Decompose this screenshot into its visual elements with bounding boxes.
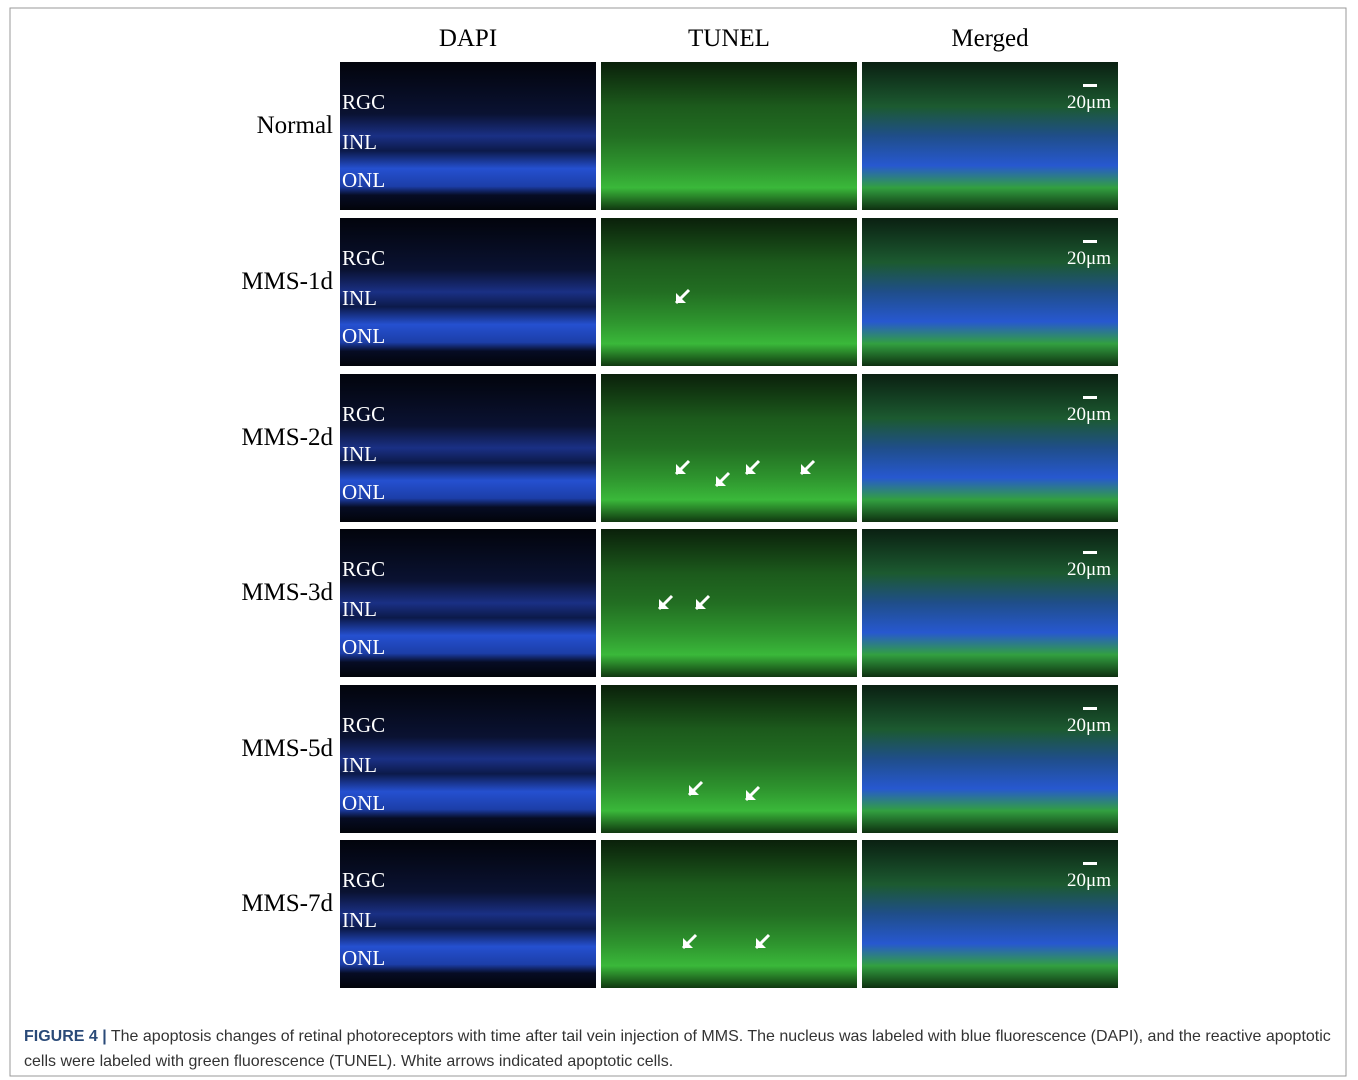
row-label: MMS-1d xyxy=(241,268,333,295)
scale-label: 20μm xyxy=(1067,92,1111,113)
layer-label: RGC xyxy=(342,713,385,737)
tunel-panel xyxy=(601,62,857,210)
scale-bar xyxy=(1083,396,1097,399)
merged-panel xyxy=(862,218,1118,366)
layer-label: RGC xyxy=(342,246,385,270)
scale-bar xyxy=(1083,84,1097,87)
row-label: MMS-2d xyxy=(241,424,333,451)
layer-label: ONL xyxy=(342,168,385,192)
page: DAPI TUNEL Merged Normal RGC INL ONL 20μm MMS-1d… xyxy=(0,0,1358,1080)
scale-label: 20μm xyxy=(1067,870,1111,891)
tunel-panel xyxy=(601,529,857,677)
merged-panel xyxy=(862,374,1118,522)
scale-label: 20μm xyxy=(1067,559,1111,580)
layer-label: INL xyxy=(342,130,377,154)
column-header: DAPI xyxy=(439,25,497,52)
merged-panel xyxy=(862,840,1118,988)
layer-label: ONL xyxy=(342,946,385,970)
layer-label: RGC xyxy=(342,402,385,426)
layer-label: INL xyxy=(342,908,377,932)
merged-panel xyxy=(862,685,1118,833)
layer-label: ONL xyxy=(342,791,385,815)
row-label: MMS-3d xyxy=(241,579,333,606)
row-label: MMS-7d xyxy=(241,890,333,917)
scale-bar xyxy=(1083,862,1097,865)
scale-bar xyxy=(1083,240,1097,243)
scale-label: 20μm xyxy=(1067,715,1111,736)
layer-label: INL xyxy=(342,286,377,310)
tunel-panel xyxy=(601,374,857,522)
merged-panel xyxy=(862,62,1118,210)
layer-label: INL xyxy=(342,597,377,621)
tunel-panel xyxy=(601,685,857,833)
caption: FIGURE 4 | The apoptosis changes of reti… xyxy=(24,1024,1334,1074)
figure: DAPI TUNEL Merged Normal RGC INL ONL 20μm MMS-1d… xyxy=(0,0,1358,1080)
layer-label: ONL xyxy=(342,324,385,348)
scale-label: 20μm xyxy=(1067,248,1111,269)
tunel-panel xyxy=(601,218,857,366)
scale-bar xyxy=(1083,551,1097,554)
layer-label: INL xyxy=(342,753,377,777)
layer-label: RGC xyxy=(342,557,385,581)
caption-text: The apoptosis changes of retinal photore… xyxy=(24,1028,1331,1070)
column-header: TUNEL xyxy=(688,25,770,52)
scale-label: 20μm xyxy=(1067,404,1111,425)
layer-label: ONL xyxy=(342,635,385,659)
layer-label: INL xyxy=(342,442,377,466)
row-label: Normal xyxy=(257,112,333,139)
layer-label: RGC xyxy=(342,868,385,892)
layer-label: RGC xyxy=(342,90,385,114)
scale-bar xyxy=(1083,707,1097,710)
row-label: MMS-5d xyxy=(241,735,333,762)
layer-label: ONL xyxy=(342,480,385,504)
caption-label: FIGURE 4 | xyxy=(24,1028,107,1045)
column-header: Merged xyxy=(951,25,1029,52)
tunel-panel xyxy=(601,840,857,988)
merged-panel xyxy=(862,529,1118,677)
